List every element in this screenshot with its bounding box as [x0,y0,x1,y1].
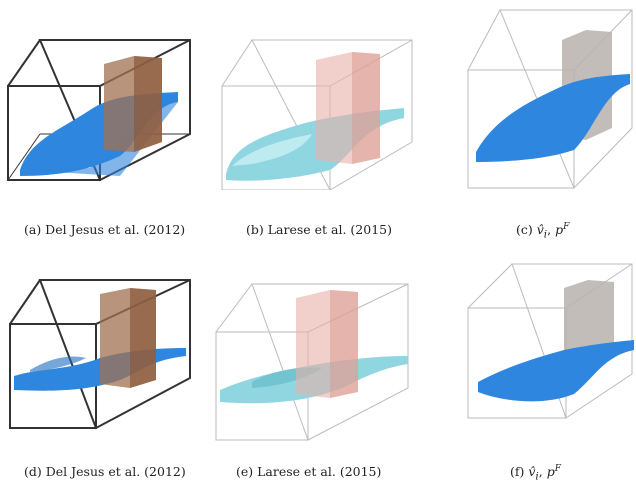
figure-panel-f [424,258,636,428]
caption-f: (f) v̂i, pF [510,464,561,483]
caption-f-mid: , [538,464,547,480]
figure-panel-d [0,272,212,434]
figure-panel-a [0,30,212,190]
render-model-top [467,9,633,189]
caption-c-mid: , [547,222,556,238]
caption-c-sub: i [543,228,548,241]
caption-f-prefix: (f) [510,464,529,480]
caption-c-vhat: v̂ [536,222,544,238]
caption-f-sub: i [535,470,539,483]
render-larese-top [221,39,413,190]
caption-c: (c) v̂i, pF [516,222,569,241]
render-model-bottom [467,263,634,419]
caption-c-prefix: (c) [516,222,537,238]
caption-e: (e) Larese et al. (2015) [236,464,382,479]
figure-panel-b [212,30,424,190]
caption-a: (a) Del Jesus et al. (2012) [24,222,186,237]
caption-c-p: p [555,222,564,238]
caption-c-sup: F [563,222,570,232]
figure-panel-c [424,0,636,190]
caption-b: (b) Larese et al. (2015) [246,222,392,237]
render-del-jesus-bottom [9,279,191,430]
caption-d: (d) Del Jesus et al. (2012) [24,464,186,479]
caption-f-sup: F [554,464,561,474]
figure-panel-e [212,272,424,442]
render-larese-bottom [215,283,409,441]
caption-f-vhat: v̂ [528,464,536,480]
render-del-jesus-top [7,39,191,182]
caption-f-p: p [546,464,555,480]
